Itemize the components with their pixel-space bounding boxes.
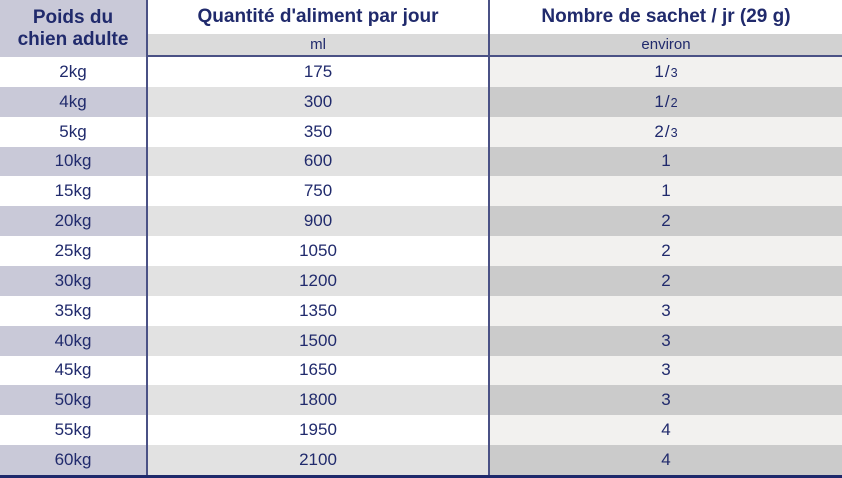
sachet-cell: 2 bbox=[490, 236, 842, 266]
weight-cell: 35kg bbox=[0, 295, 148, 326]
weight-cell: 20kg bbox=[0, 206, 148, 237]
col3-subheader-approx: environ bbox=[490, 34, 842, 57]
sachet-cell: 2/3 bbox=[490, 116, 842, 147]
sachet-cell: 1/3 bbox=[490, 57, 842, 87]
weight-cell: 30kg bbox=[0, 266, 148, 296]
ml-cell: 1800 bbox=[148, 385, 490, 416]
ml-cell: 1050 bbox=[148, 236, 490, 266]
ml-cell: 1350 bbox=[148, 295, 490, 326]
ml-cell: 1500 bbox=[148, 325, 490, 356]
sachet-fraction: 1/3 bbox=[654, 61, 678, 81]
weight-cell: 40kg bbox=[0, 325, 148, 356]
sachet-cell: 3 bbox=[490, 295, 842, 326]
sachet-cell: 2 bbox=[490, 266, 842, 296]
ml-cell: 1650 bbox=[148, 355, 490, 386]
weight-cell: 15kg bbox=[0, 176, 148, 207]
sachet-cell: 1 bbox=[490, 176, 842, 207]
ml-cell: 1950 bbox=[148, 415, 490, 446]
col1-header-line1: Poids du bbox=[32, 6, 114, 28]
weight-cell: 60kg bbox=[0, 445, 148, 475]
weight-cell: 5kg bbox=[0, 116, 148, 147]
sachet-fraction: 2/3 bbox=[654, 121, 678, 141]
sachet-cell: 4 bbox=[490, 445, 842, 475]
sachet-cell: 1 bbox=[490, 146, 842, 177]
ml-cell: 1200 bbox=[148, 266, 490, 296]
col1-header-weight: Poids du chien adulte bbox=[0, 0, 148, 57]
weight-cell: 4kg bbox=[0, 86, 148, 117]
ml-cell: 600 bbox=[148, 146, 490, 177]
weight-cell: 50kg bbox=[0, 385, 148, 416]
bottom-border-bar bbox=[0, 475, 842, 478]
col3-header-sachets: Nombre de sachet / jr (29 g) bbox=[490, 0, 842, 34]
weight-cell: 10kg bbox=[0, 146, 148, 177]
sachet-cell: 3 bbox=[490, 355, 842, 386]
col1-header-line2: chien adulte bbox=[17, 28, 129, 50]
col2-subheader-unit: ml bbox=[148, 34, 490, 57]
ml-cell: 2100 bbox=[148, 445, 490, 475]
ml-cell: 350 bbox=[148, 116, 490, 147]
weight-cell: 45kg bbox=[0, 355, 148, 386]
sachet-cell: 3 bbox=[490, 325, 842, 356]
ml-cell: 900 bbox=[148, 206, 490, 237]
weight-cell: 2kg bbox=[0, 57, 148, 87]
sachet-cell: 4 bbox=[490, 415, 842, 446]
ml-cell: 750 bbox=[148, 176, 490, 207]
sachet-cell: 2 bbox=[490, 206, 842, 237]
sachet-cell: 3 bbox=[490, 385, 842, 416]
sachet-fraction: 1/2 bbox=[654, 91, 678, 111]
sachet-cell: 1/2 bbox=[490, 86, 842, 117]
ml-cell: 175 bbox=[148, 57, 490, 87]
ml-cell: 300 bbox=[148, 86, 490, 117]
weight-cell: 25kg bbox=[0, 236, 148, 266]
col2-header-quantity: Quantité d'aliment par jour bbox=[148, 0, 490, 34]
weight-cell: 55kg bbox=[0, 415, 148, 446]
